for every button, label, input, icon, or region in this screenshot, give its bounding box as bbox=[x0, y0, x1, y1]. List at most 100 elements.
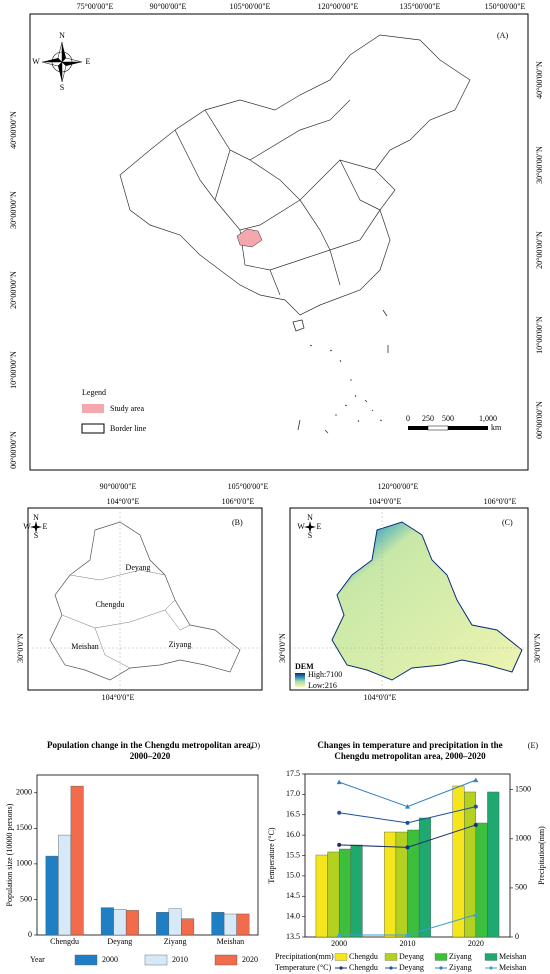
compass-letter: S bbox=[308, 531, 312, 540]
compass bbox=[41, 41, 83, 83]
legend-swatch bbox=[484, 953, 498, 961]
lon-label: 120°00'00"E bbox=[378, 482, 419, 491]
y-tick-label: 16.5 bbox=[286, 810, 300, 819]
legend-label: Ziyang bbox=[449, 963, 472, 972]
legend-label: Study area bbox=[110, 404, 144, 413]
region-name: Deyang bbox=[126, 563, 151, 572]
lon-label: 90°00'00"E bbox=[150, 2, 187, 11]
legend-label: Meishan bbox=[499, 963, 527, 972]
bar bbox=[156, 912, 170, 936]
islands bbox=[292, 309, 389, 434]
lat-label: 30°0'0"N bbox=[278, 633, 287, 663]
lat-label: 30°0'0"N bbox=[533, 633, 542, 663]
x-tick-label: Deyang bbox=[107, 937, 132, 946]
x-tick-label: 2010 bbox=[400, 939, 416, 948]
panel-label: (B) bbox=[232, 518, 243, 527]
bar bbox=[211, 912, 225, 936]
dem-title: DEM bbox=[295, 662, 314, 671]
y2-tick-label: 500 bbox=[515, 883, 527, 892]
lon-label: 90°00'00"E bbox=[100, 482, 137, 491]
bar bbox=[338, 848, 351, 938]
legend-marker bbox=[439, 966, 443, 970]
x-tick-label: Ziyang bbox=[164, 937, 187, 946]
lat-label: 00°00'00"N bbox=[535, 401, 544, 439]
bar bbox=[70, 785, 84, 936]
bar bbox=[407, 829, 420, 938]
y2-tick-label: 1000 bbox=[515, 834, 531, 843]
y-axis-label: Population size (10000 persons) bbox=[5, 803, 14, 906]
bar bbox=[125, 910, 139, 936]
y-tick-label: 14.0 bbox=[286, 911, 300, 920]
legend-swatch bbox=[384, 953, 398, 961]
x-tick-label: Chengdu bbox=[50, 937, 79, 946]
x-tick-label: Meishan bbox=[217, 937, 245, 946]
lat-label: 10°00'00"N bbox=[535, 316, 544, 354]
lon-label: 105°00'00"E bbox=[228, 482, 269, 491]
compass-letter: W bbox=[32, 57, 40, 66]
legend-swatch bbox=[334, 953, 348, 961]
y2-tick-label: 1500 bbox=[515, 785, 531, 794]
marker bbox=[405, 845, 410, 850]
bar bbox=[327, 851, 340, 938]
marker bbox=[336, 932, 342, 937]
lon-label: 120°00'00"E bbox=[318, 2, 359, 11]
scale-label: 500 bbox=[442, 414, 454, 423]
legend-marker bbox=[339, 966, 343, 970]
map-frame bbox=[289, 507, 529, 691]
y-tick-label: 2000 bbox=[16, 788, 32, 797]
y-axis-label: Temperature (°C) bbox=[267, 827, 276, 884]
lat-label: 20°00'00"N bbox=[535, 231, 544, 269]
lon-label: 104°0'0"E bbox=[102, 693, 135, 702]
bar bbox=[452, 785, 465, 938]
legend-swatch bbox=[81, 423, 105, 434]
compass-letter: E bbox=[86, 57, 91, 66]
lon-label: 106°0'0"E bbox=[484, 497, 517, 506]
bar bbox=[350, 844, 363, 938]
y2-tick-label: 0 bbox=[515, 932, 519, 941]
bar bbox=[100, 907, 114, 936]
dem-label: Low:216 bbox=[308, 681, 337, 690]
legend-label: 2020 bbox=[242, 955, 258, 964]
scale-label: 250 bbox=[422, 414, 434, 423]
lon-label: 135°00'00"E bbox=[400, 2, 441, 11]
marker bbox=[337, 810, 342, 815]
compass-letter: S bbox=[60, 83, 64, 92]
lat-label: 30°00'00"N bbox=[535, 146, 544, 184]
lon-label: 106°0'0"E bbox=[222, 497, 255, 506]
y2-axis-label: Precipitation(mm) bbox=[537, 826, 546, 885]
marker bbox=[473, 912, 479, 917]
chart-title: Population change in the Chengdu metropo… bbox=[47, 740, 253, 761]
legend-label: Deyang bbox=[399, 963, 424, 972]
marker bbox=[405, 820, 410, 825]
bar bbox=[236, 913, 250, 936]
legend-label: 2000 bbox=[102, 955, 118, 964]
bar bbox=[418, 817, 431, 938]
legend-marker bbox=[389, 966, 393, 970]
legend-title: Year bbox=[30, 955, 45, 964]
legend-marker bbox=[489, 966, 493, 970]
legend-title: Temperature (°C) bbox=[275, 963, 332, 972]
study-area bbox=[236, 228, 263, 248]
x-tick-label: 2020 bbox=[468, 939, 484, 948]
y-tick-label: 1500 bbox=[16, 823, 32, 832]
legend-label: Ziyang bbox=[449, 952, 472, 961]
marker bbox=[336, 779, 342, 785]
scale-label: 1,000 bbox=[479, 414, 497, 423]
marker bbox=[473, 804, 478, 809]
panel-label: (D) bbox=[249, 741, 260, 750]
bar bbox=[168, 908, 182, 936]
marker bbox=[473, 822, 478, 827]
marker bbox=[337, 842, 342, 847]
bar bbox=[487, 791, 500, 938]
region-name: Meishan bbox=[71, 642, 99, 651]
dem-label: High:7100 bbox=[308, 670, 342, 679]
lon-label: 75°00'00"E bbox=[77, 2, 114, 11]
panel-label: (A) bbox=[497, 31, 508, 40]
dem-raster bbox=[331, 521, 523, 681]
compass bbox=[30, 521, 42, 533]
marker bbox=[405, 932, 410, 937]
y-tick-label: 0 bbox=[28, 930, 32, 939]
scale-label: 0 bbox=[406, 414, 410, 423]
panel-label: (E) bbox=[528, 741, 539, 750]
